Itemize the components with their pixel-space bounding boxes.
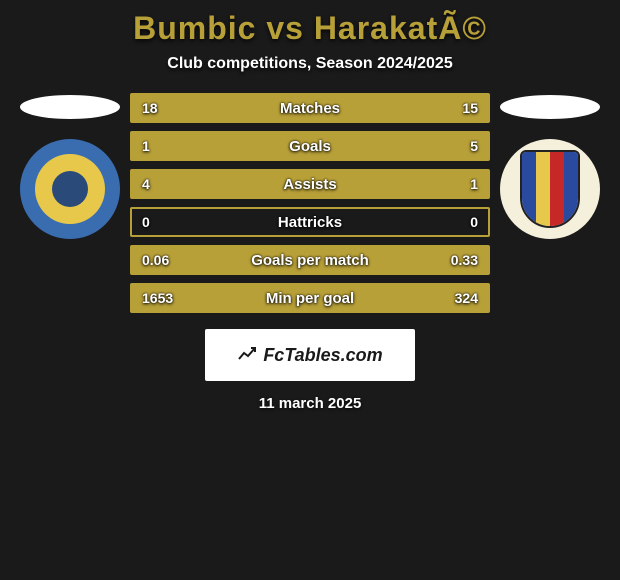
stat-bars: 1815Matches 15Goals 41Assists 00Hattricks 0.…: [130, 93, 490, 313]
stat-bar: 15Goals: [130, 131, 490, 161]
stat-bar: 1815Matches: [130, 93, 490, 123]
stat-label: Matches: [132, 100, 488, 117]
stat-label: Goals per match: [132, 252, 488, 269]
left-column: [20, 93, 120, 239]
country-flag-left: [20, 95, 120, 119]
stat-label: Hattricks: [132, 214, 488, 231]
brand-badge: FcTables.com: [205, 329, 415, 381]
brand-text: FcTables.com: [263, 345, 382, 366]
chart-icon: [237, 345, 257, 365]
main-row: 1815Matches 15Goals 41Assists 00Hattricks 0.…: [0, 93, 620, 313]
comparison-infographic: Bumbic vs HarakatÃ© Club competitions, S…: [0, 0, 620, 422]
stat-bar: 41Assists: [130, 169, 490, 199]
stat-label: Min per goal: [132, 290, 488, 307]
shield-icon: [520, 150, 580, 228]
stat-bar: 1653324Min per goal: [130, 283, 490, 313]
club-crest-left: [20, 139, 120, 239]
club-crest-right: [500, 139, 600, 239]
stat-label: Assists: [132, 176, 488, 193]
country-flag-right: [500, 95, 600, 119]
stat-label: Goals: [132, 138, 488, 155]
page-subtitle: Club competitions, Season 2024/2025: [167, 55, 452, 73]
page-title: Bumbic vs HarakatÃ©: [133, 10, 487, 47]
footer-date: 11 march 2025: [259, 395, 362, 412]
stat-bar: 0.060.33Goals per match: [130, 245, 490, 275]
stat-bar: 00Hattricks: [130, 207, 490, 237]
right-column: [500, 93, 600, 239]
